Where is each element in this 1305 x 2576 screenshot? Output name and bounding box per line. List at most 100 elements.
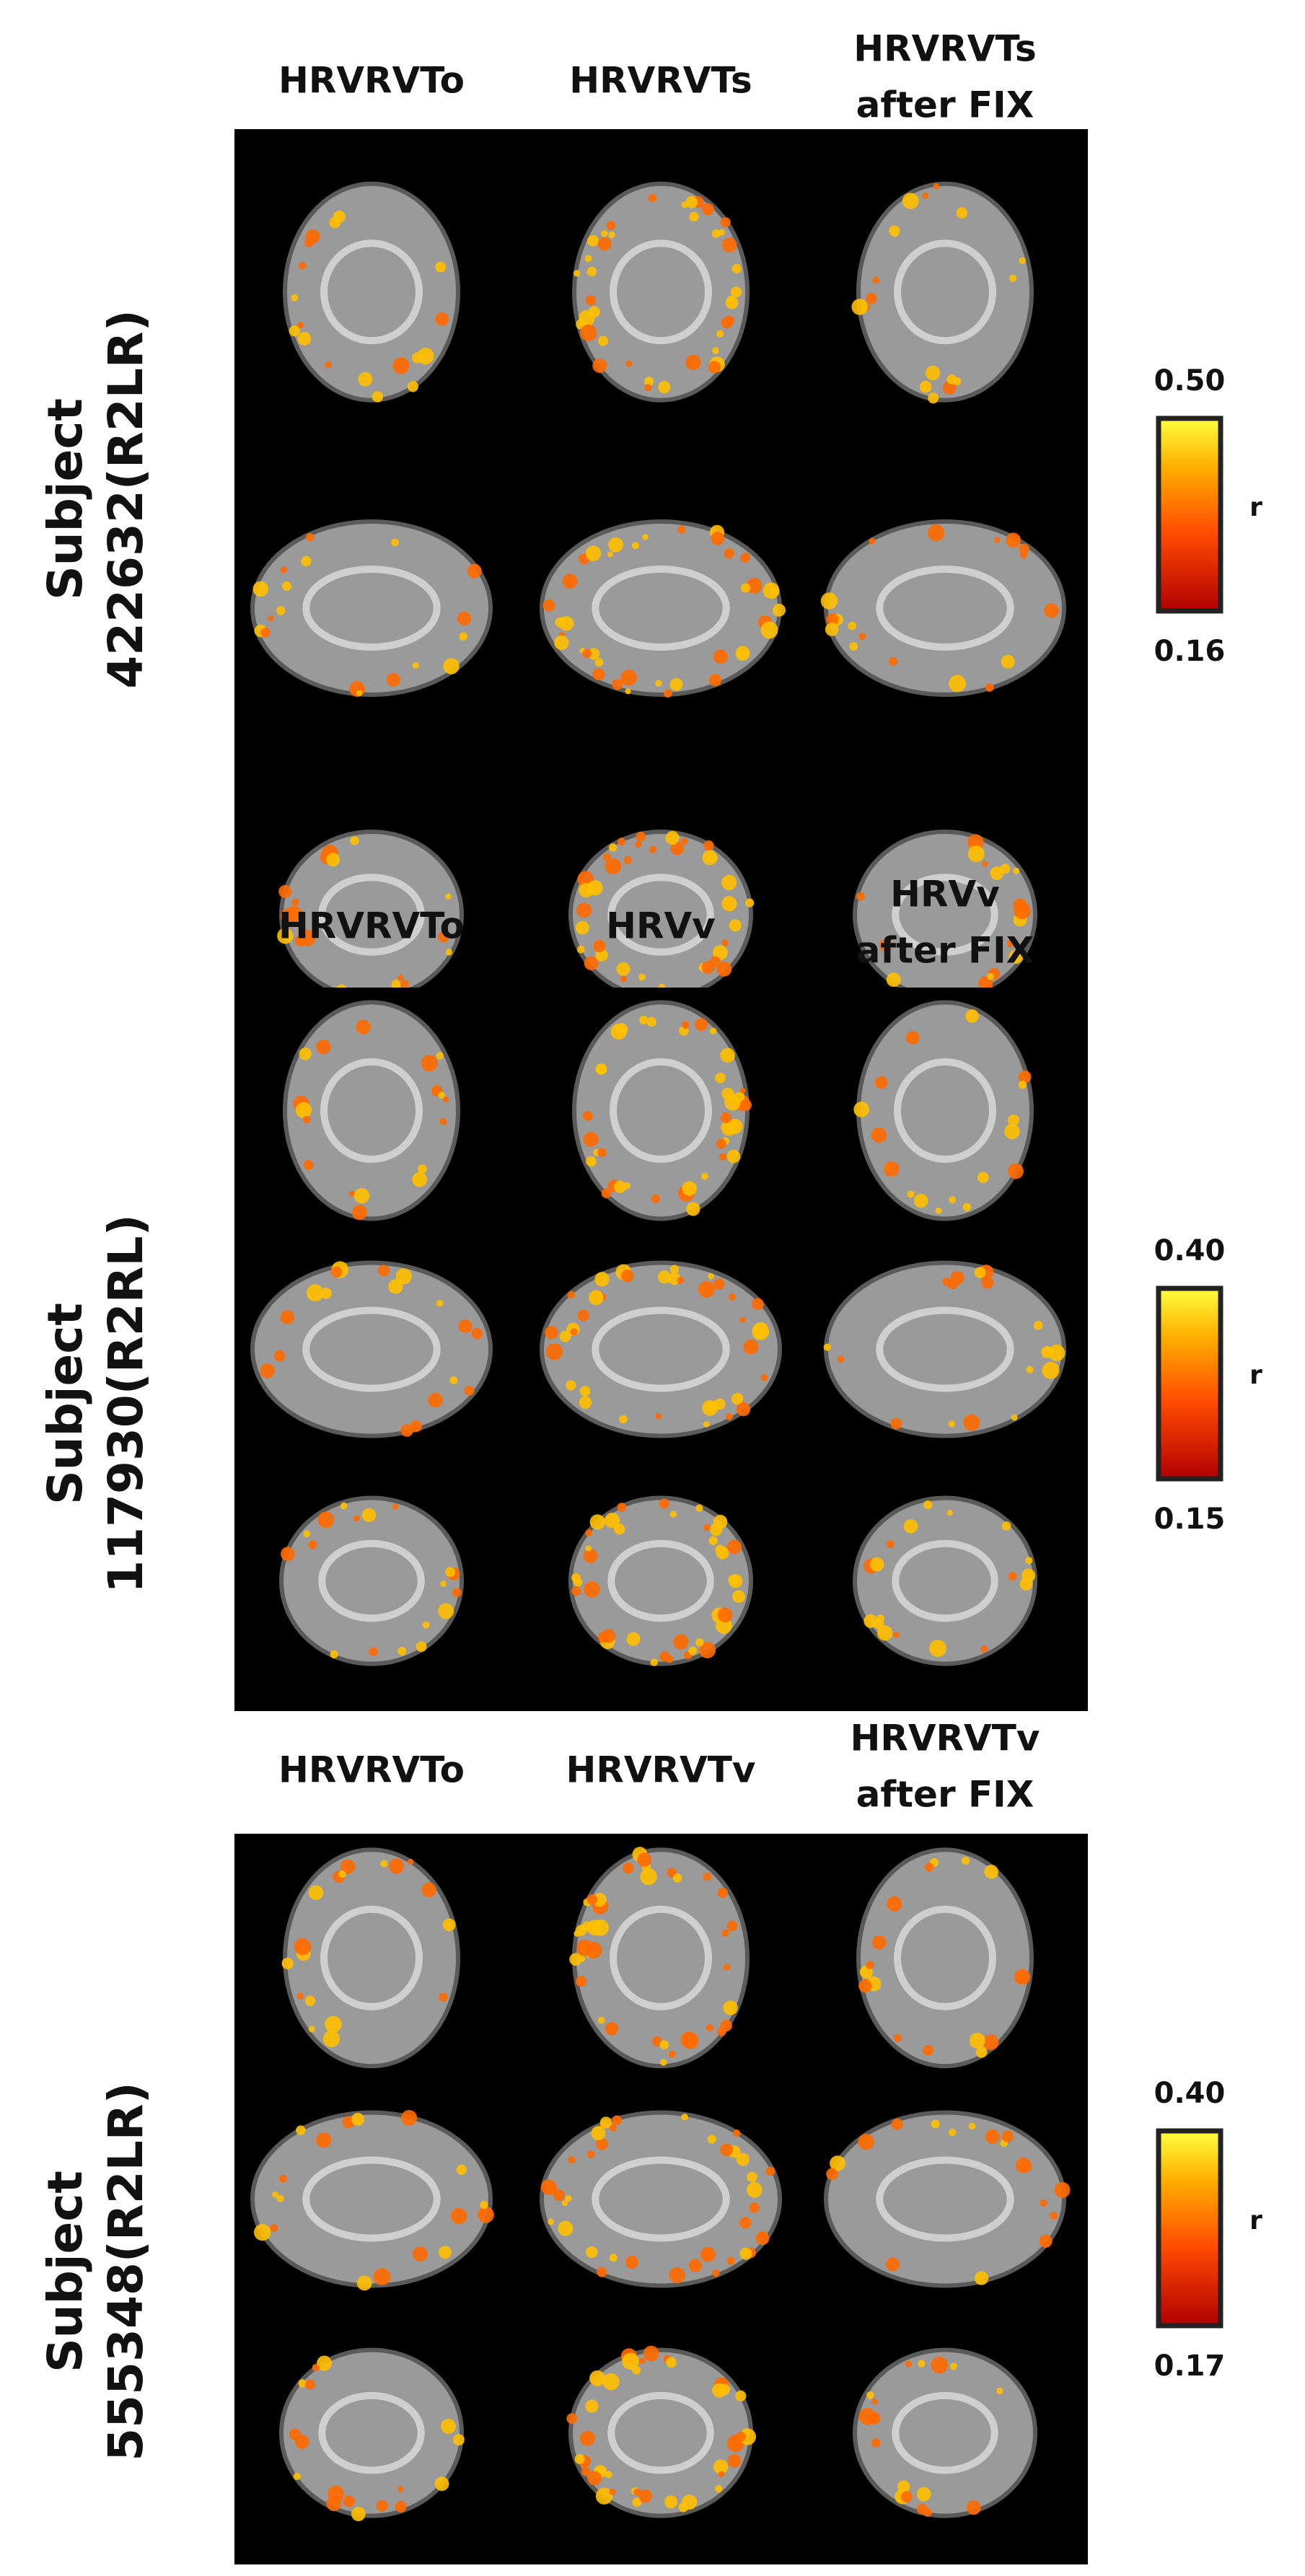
activation — [866, 2391, 874, 2399]
activation — [638, 973, 646, 981]
activation — [680, 2031, 698, 2048]
activation — [826, 613, 839, 626]
activation — [1040, 2199, 1047, 2207]
activation — [392, 1503, 399, 1510]
activation — [858, 2134, 874, 2150]
activation — [1001, 654, 1015, 669]
activation — [289, 325, 300, 337]
activation — [595, 2487, 613, 2505]
activation — [582, 649, 592, 659]
activation — [703, 1872, 712, 1881]
activation — [609, 2254, 618, 2262]
activation — [308, 1885, 324, 1900]
activation — [340, 1502, 348, 1510]
activation — [1011, 1414, 1018, 1421]
colorbar-max: 0.50 — [1154, 364, 1226, 397]
activation — [1014, 902, 1031, 920]
activation — [338, 1871, 346, 1878]
activation — [993, 537, 1001, 543]
activation — [343, 2495, 355, 2507]
colorbar-label: r — [1249, 493, 1262, 522]
activation — [741, 583, 751, 593]
activation — [436, 1052, 444, 1060]
activation — [721, 317, 733, 329]
activation — [773, 603, 786, 617]
activation — [703, 1420, 710, 1428]
activation — [602, 853, 612, 861]
brain-detail — [894, 239, 996, 345]
activation — [583, 1549, 598, 1563]
brain-detail — [607, 874, 714, 956]
activation — [356, 2275, 372, 2291]
activation — [579, 1956, 586, 1962]
brain-slice — [824, 2110, 1066, 2288]
activation — [459, 632, 468, 641]
activation — [670, 841, 685, 856]
activation — [720, 217, 731, 228]
activation — [397, 1646, 407, 1656]
activation — [655, 680, 662, 687]
activation — [392, 357, 410, 374]
activation — [407, 381, 418, 392]
colorbar — [1156, 1285, 1223, 1482]
activation — [974, 1267, 986, 1278]
activation — [715, 1072, 726, 1083]
activation — [648, 193, 657, 203]
activation — [886, 2257, 900, 2272]
activation — [380, 1860, 388, 1868]
activation — [579, 1396, 592, 1409]
colorbar-max: 0.40 — [1154, 1234, 1226, 1267]
activation — [631, 542, 639, 550]
activation — [575, 1976, 587, 1987]
activation — [576, 945, 585, 954]
activation — [1001, 1521, 1011, 1531]
activation — [981, 1276, 994, 1289]
activation — [597, 237, 612, 251]
activation — [699, 1641, 716, 1658]
activation — [1021, 1568, 1036, 1583]
activation — [632, 2365, 641, 2375]
activation — [625, 360, 633, 367]
activation — [724, 548, 734, 559]
activation — [586, 2246, 598, 2259]
activation — [730, 286, 742, 298]
activation — [685, 195, 698, 208]
activation — [879, 938, 892, 952]
activation — [395, 2500, 407, 2513]
activation — [667, 1868, 677, 1878]
activation — [428, 1392, 443, 1408]
activation — [596, 1064, 607, 1075]
activation — [605, 2471, 612, 2479]
activation — [291, 898, 299, 906]
activation — [297, 332, 312, 346]
activation — [467, 563, 482, 579]
activation — [253, 2223, 271, 2241]
brain-detail — [318, 874, 425, 956]
activation — [586, 1156, 597, 1167]
brain-slice — [283, 181, 460, 403]
activation — [731, 1392, 744, 1405]
activation — [316, 1039, 331, 1055]
activation — [961, 1856, 970, 1865]
activation — [666, 2357, 677, 2368]
activation — [729, 1293, 736, 1301]
activation — [411, 352, 423, 364]
column-header: after FIX — [856, 1774, 1034, 1816]
activation — [352, 1205, 368, 1221]
activation — [601, 230, 608, 237]
brain-detail — [894, 1058, 996, 1164]
activation — [849, 642, 858, 651]
column-header: HRVv — [606, 905, 716, 947]
activation — [417, 1164, 427, 1174]
activation — [585, 1545, 592, 1552]
activation — [942, 1277, 951, 1286]
activation — [659, 1651, 670, 1662]
colorbar — [1156, 416, 1223, 614]
activation — [260, 628, 271, 638]
activation — [583, 1131, 599, 1147]
activation — [330, 1650, 338, 1658]
activation — [1015, 2157, 1032, 2173]
activation — [373, 2268, 391, 2286]
activation — [304, 1995, 316, 2006]
activation — [388, 1858, 405, 1874]
